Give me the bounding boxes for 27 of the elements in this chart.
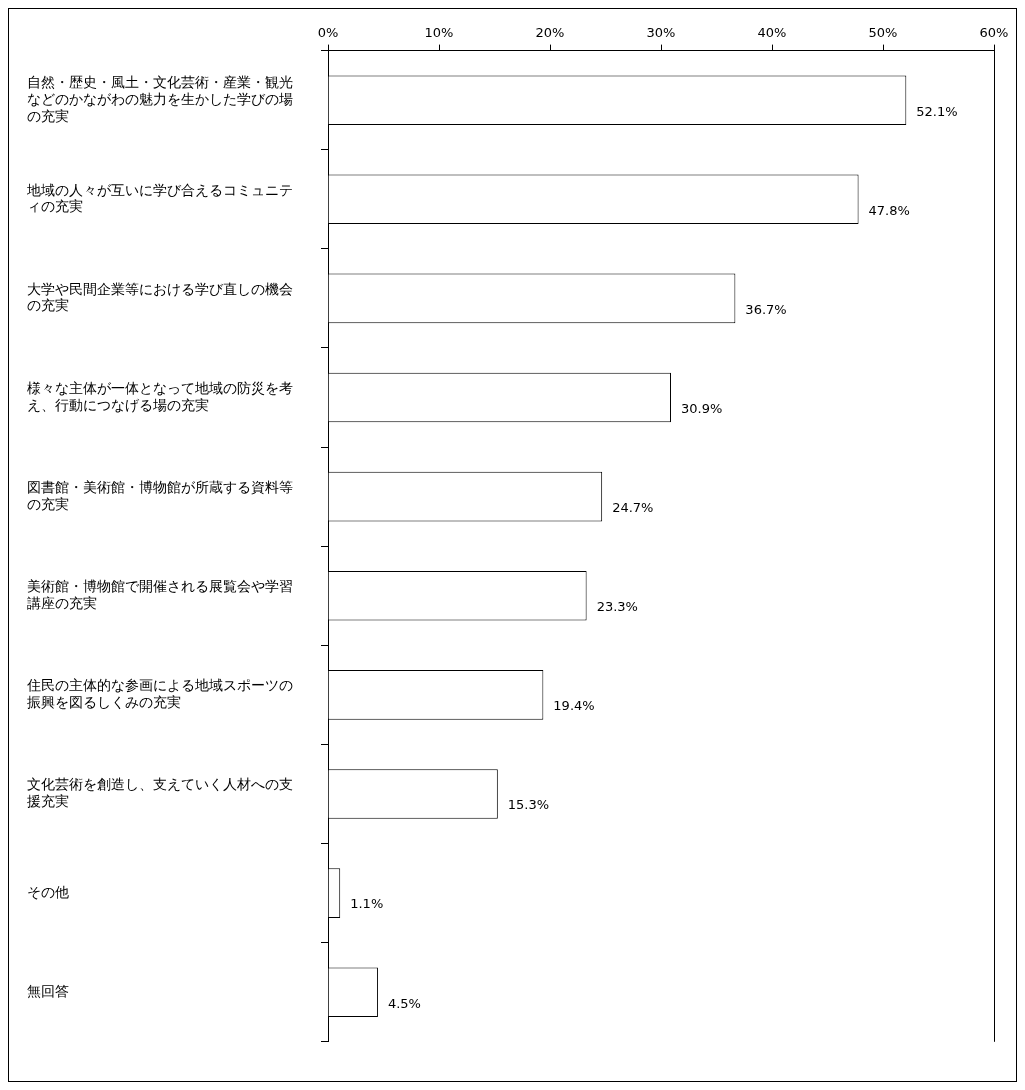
x-tick-label: 30% [646,25,676,41]
data-label: 36.7% [745,301,787,317]
data-label: 30.9% [680,400,723,416]
x-tick-label: 20% [535,25,565,41]
data-label: 1.1% [350,896,384,912]
data-label: 23.3% [596,599,638,615]
x-tick-label: 60% [979,25,1009,41]
data-label: 19.4% [553,698,595,714]
y-tick-label: 住民の主体的な参画による地域スポーツの振興を図るしくみの充実 [26,677,293,710]
y-tick-label: 地域の人々が互いに学び合えるコミュニティの充実 [26,181,293,215]
y-tick-label: 自然・歴史・風土・文化芸術・産業・観光などのかながわの魅力を生かした学びの場の充実 [27,74,293,124]
y-tick-label: 図書館・美術館・博物館が所蔵する資料等の充実 [27,478,293,512]
data-label: 4.5% [387,995,421,1011]
data-label: 47.8% [868,202,910,218]
y-tick-label: 文化芸術を創造し、支えていく人材への支援充実 [27,776,293,810]
data-label: 52.1% [916,103,958,119]
y-tick-label: 大学や民間企業等における学び直しの機会の充実 [27,280,293,314]
x-tick-label: 10% [424,25,454,41]
y-tick-label: 無回答 [27,982,69,999]
data-label: 15.3% [507,797,550,813]
x-tick-label: 40% [757,25,787,41]
y-tick-label: 美術館・博物館で開催される展覧会や学習講座の充実 [27,578,293,611]
y-tick-label: 様々な主体が一体となって地域の防災を考え、行動につなげる場の充実 [27,379,293,413]
x-tick-label: 0% [317,25,339,41]
x-tick-label: 50% [868,25,898,41]
data-label: 24.7% [612,500,654,516]
y-tick-label: その他 [27,883,69,900]
